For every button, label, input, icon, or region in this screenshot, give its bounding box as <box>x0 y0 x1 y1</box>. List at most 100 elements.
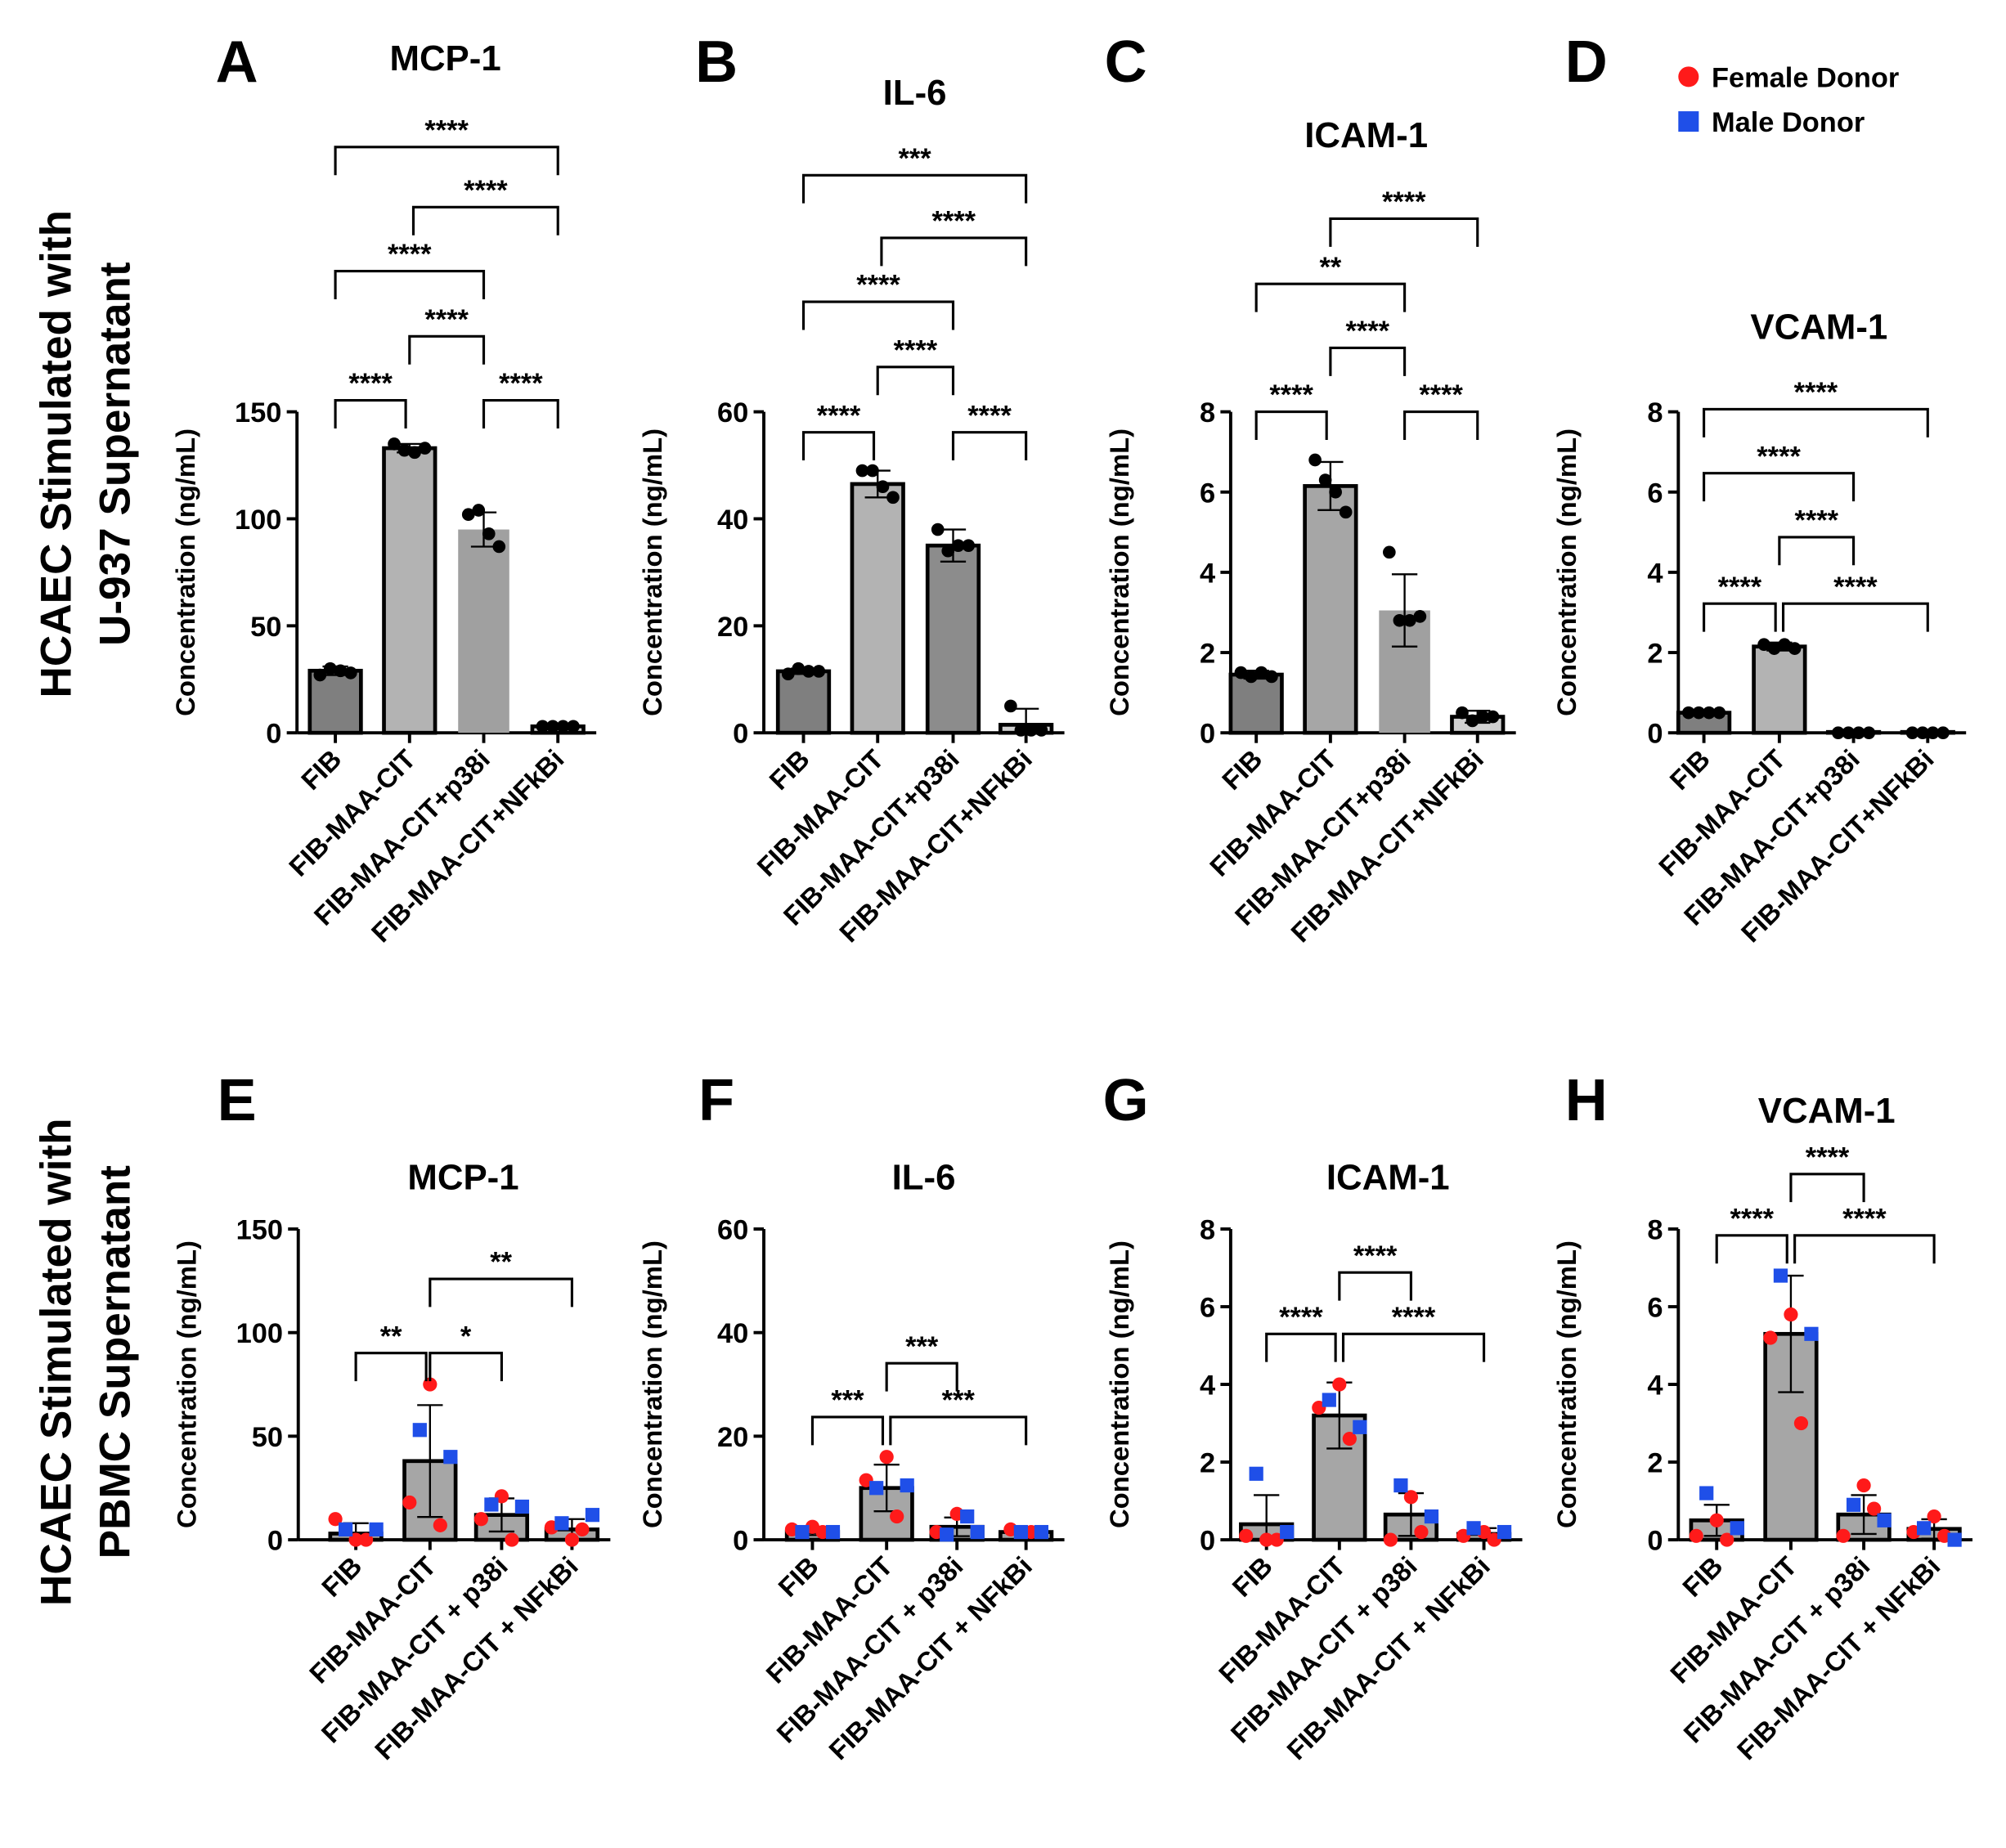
male-donor-point <box>1034 1524 1049 1540</box>
male-donor-point <box>1730 1521 1744 1536</box>
significance-bracket <box>1265 1332 1337 1362</box>
x-tick-label: FIB <box>1216 743 1268 796</box>
y-tick-label: 2 <box>1200 1448 1215 1479</box>
data-point <box>1681 706 1695 720</box>
significance-bracket <box>1703 472 1856 502</box>
data-point <box>866 464 879 478</box>
female-donor-point <box>1720 1532 1734 1547</box>
y-axis-label: Concentration (ng/mL) <box>637 428 667 716</box>
y-tick-label: 0 <box>1647 1526 1663 1557</box>
data-point <box>876 480 890 494</box>
significance-bracket <box>1254 282 1407 312</box>
significance-bracket <box>1338 1271 1412 1301</box>
panel-letter: H <box>1565 1068 1608 1133</box>
legend-female-label: Female Donor <box>1712 62 1899 93</box>
significance-label: **** <box>967 400 1012 431</box>
data-point <box>792 662 806 675</box>
data-point <box>1703 706 1716 720</box>
bar-d-2 <box>1752 644 1807 735</box>
data-point <box>408 446 421 460</box>
y-tick-label: 40 <box>717 1318 748 1349</box>
significance-bracket <box>801 431 876 461</box>
significance-bracket <box>334 270 486 299</box>
significance-bracket <box>1789 1173 1865 1203</box>
significance-label: **** <box>932 206 976 237</box>
significance-bracket <box>801 300 955 330</box>
data-point <box>1025 724 1038 737</box>
bar-c-1 <box>1228 672 1284 735</box>
y-axis-label: Concentration (ng/mL) <box>172 1240 202 1528</box>
significance-label: **** <box>1392 1302 1436 1333</box>
y-tick-label: 100 <box>235 505 281 536</box>
female-donor-point <box>575 1522 590 1537</box>
y-axis-label: Concentration (ng/mL) <box>637 1240 667 1528</box>
female-donor-point <box>890 1509 904 1524</box>
panel-letter: B <box>695 29 738 95</box>
female-donor-point <box>433 1518 447 1532</box>
significance-label: **** <box>1419 379 1463 410</box>
data-point <box>492 540 506 554</box>
male-donor-point <box>795 1524 810 1540</box>
significance-label: ** <box>490 1247 512 1278</box>
significance-bracket <box>801 173 1028 204</box>
male-donor-point <box>1322 1393 1336 1407</box>
female-donor-point <box>1259 1532 1274 1547</box>
row-label-bottom-line2: PBMC Supernatant <box>91 1165 139 1559</box>
row-label-bottom: HCAEC Stimulated with PBMC Supernatant <box>32 1118 139 1606</box>
male-donor-point <box>1773 1268 1788 1283</box>
female-donor-point <box>505 1532 519 1547</box>
y-tick-label: 4 <box>1647 558 1663 589</box>
significance-label: *** <box>942 1385 976 1416</box>
female-donor-point <box>1414 1524 1429 1540</box>
significance-label: **** <box>856 270 900 301</box>
y-tick-label: 4 <box>1647 1370 1663 1402</box>
significance-bracket <box>1341 1332 1486 1362</box>
y-tick-label: 60 <box>717 397 748 428</box>
male-donor-point <box>1916 1521 1932 1536</box>
bar-b-1 <box>775 669 832 735</box>
female-donor-point <box>1332 1377 1347 1392</box>
y-axis-label: Concentration (ng/mL) <box>1551 428 1582 716</box>
significance-bracket <box>1254 410 1328 441</box>
data-point <box>962 539 976 553</box>
y-tick-label: 150 <box>235 397 281 428</box>
female-donor-point <box>1689 1528 1703 1543</box>
significance-label: **** <box>1757 441 1801 472</box>
significance-bracket <box>885 1361 958 1392</box>
chart-title: VCAM-1 <box>1758 1091 1896 1131</box>
data-point <box>1465 714 1479 728</box>
data-point <box>1004 699 1017 713</box>
data-point <box>1926 726 1940 739</box>
row-label-top: HCAEC Stimulated with U-937 Supernatant <box>32 210 139 698</box>
bar-a-2 <box>382 446 438 735</box>
data-point <box>418 442 432 455</box>
data-point <box>1413 610 1427 623</box>
significance-label: *** <box>905 1331 939 1362</box>
data-point <box>1318 473 1332 487</box>
legend: Female Donor Male Donor <box>1678 62 1899 138</box>
data-point <box>1014 724 1028 737</box>
data-point <box>855 464 869 478</box>
male-donor-point <box>369 1522 384 1537</box>
data-point <box>1476 710 1489 724</box>
data-point <box>324 662 337 675</box>
y-tick-label: 4 <box>1200 558 1215 589</box>
y-tick-label: 2 <box>1647 639 1663 670</box>
significance-label: **** <box>894 334 938 366</box>
female-donor-point <box>1784 1307 1798 1322</box>
significance-label: * <box>460 1321 472 1352</box>
data-point <box>461 508 475 522</box>
data-point <box>556 720 570 733</box>
y-tick-label: 0 <box>267 1526 283 1557</box>
significance-bracket <box>876 366 955 396</box>
data-point <box>397 443 411 457</box>
male-donor-point <box>940 1527 954 1542</box>
panel-letter: E <box>218 1068 257 1133</box>
panel-letter: C <box>1105 29 1147 95</box>
significance-label: **** <box>1833 572 1878 603</box>
male-donor-point <box>1466 1521 1481 1536</box>
data-point <box>886 491 900 505</box>
